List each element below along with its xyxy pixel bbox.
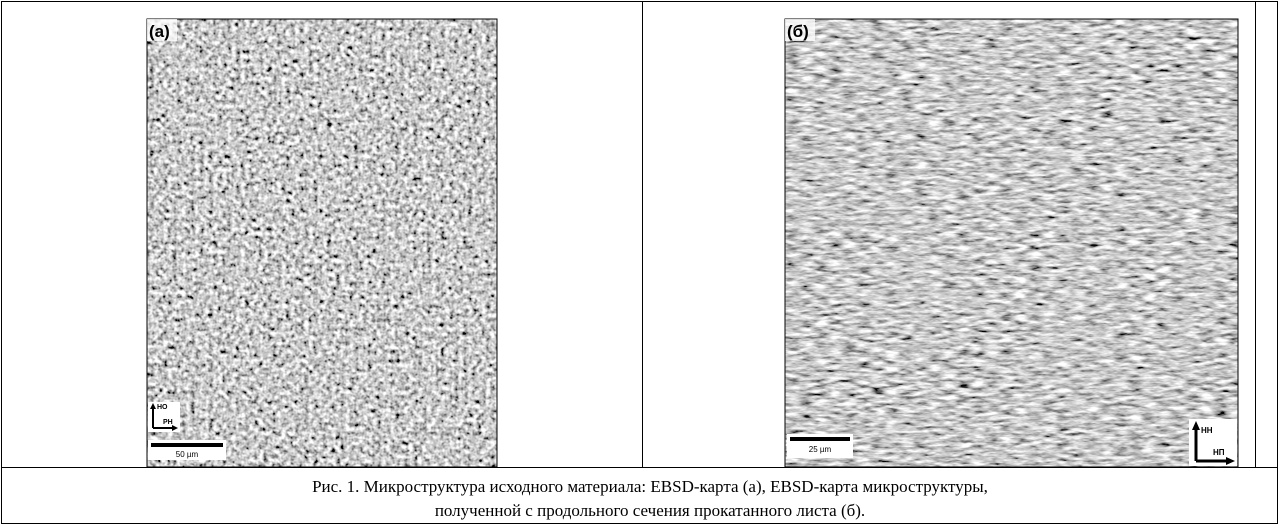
- scale-bar: [790, 437, 850, 441]
- scale-label: 50 µm: [176, 450, 199, 459]
- scale-bar: [151, 443, 223, 447]
- figure: (а) НО РН 50 µm (б) 25 µm НН НП: [0, 0, 1280, 467]
- panel-label: (а): [149, 22, 170, 41]
- border: [1, 523, 1278, 524]
- axis-up: НО: [157, 404, 168, 411]
- axis-up: НН: [1201, 426, 1213, 435]
- panel-label: (б): [787, 22, 809, 41]
- page: (а) НО РН 50 µm (б) 25 µm НН НП Рис. 1. …: [0, 0, 1280, 525]
- caption-line: Рис. 1. Микроструктура исходного материа…: [0, 477, 1280, 497]
- scale-label: 25 µm: [809, 445, 832, 454]
- caption-line: полученной с продольного сечения проката…: [0, 501, 1280, 521]
- axis-right: НП: [1213, 448, 1225, 457]
- axis-right: РН: [163, 419, 173, 426]
- micrograph: [785, 19, 1238, 467]
- border: [1, 467, 1278, 468]
- micrograph: [147, 19, 497, 467]
